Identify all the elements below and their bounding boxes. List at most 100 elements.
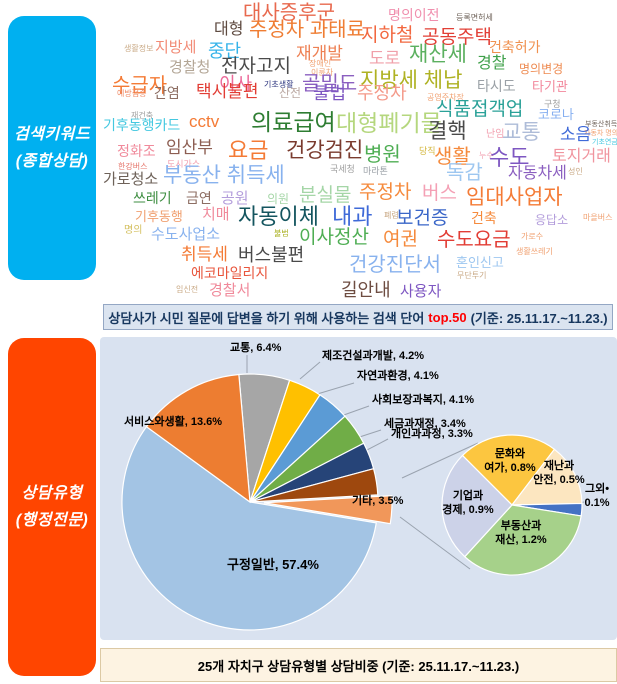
wordcloud-word: 교통 (502, 121, 541, 144)
pie-connector-line (401, 442, 479, 479)
wordcloud-word: 응답소 (535, 213, 569, 227)
wordcloud-caption-period: (기준: 25.11.17.~11.23.) (470, 310, 608, 326)
pie-leader-line (313, 382, 355, 396)
wordcloud-word: 이사정산 (299, 227, 369, 248)
wordcloud-word: 지방세 체납 (360, 69, 463, 92)
wordcloud-word: 건강진단서 (349, 254, 441, 276)
wordcloud-word: 이륜차 (311, 68, 334, 77)
wordcloud-word: 기초연금 (592, 139, 617, 146)
wordcloud-word: 불법 (274, 229, 289, 238)
wordcloud-word: 임산부 (166, 138, 213, 157)
wordcloud-word: 임신전 (176, 285, 199, 294)
pie-data-label: 서비스와생활, 13.6% (124, 414, 222, 428)
wordcloud-word: 의원 (267, 192, 290, 206)
wordcloud-word: 명의이전 (388, 7, 440, 23)
wordcloud-word: 주정차 과태료 (249, 19, 365, 41)
wordcloud-word: 생활정보 (124, 44, 154, 53)
pie-slice-개인과과정 (249, 467, 379, 503)
wordcloud-word: 취득세 (181, 245, 228, 264)
wordcloud-word: 경찰서 (209, 282, 251, 299)
pie-data-label: 안전, 0.5% (533, 472, 585, 486)
pie-data-label: 경제, 0.9% (442, 502, 494, 516)
wordcloud-word: 독감 (446, 162, 483, 184)
wordcloud-word: 간염 (154, 85, 180, 101)
wordcloud-word: 수도사업소 (151, 226, 221, 243)
pie-data-label: 기타, 3.5% (352, 493, 404, 507)
wordcloud-word: 무단투기 (457, 271, 487, 280)
wordcloud-word: 마라톤 (363, 166, 388, 176)
pie-data-label: 사회보장과복지, 4.1% (372, 392, 474, 406)
pie-slice-기타 (263, 494, 393, 525)
wordcloud-word: 쓰레기 (133, 190, 172, 206)
wordcloud-word: 내과 (332, 204, 373, 229)
wordcloud-word: 기후동행카드 (103, 117, 181, 133)
pie-slice-문화와 여가 (461, 434, 556, 506)
wordcloud-word: 불법 (313, 83, 347, 103)
pie-caption: 25개 자치구 상담유형별 상담비중 (기준: 25.11.17.~11.23.… (100, 648, 617, 682)
wordcloud-word: 생활쓰레기 (516, 247, 553, 256)
wordcloud-word: 자동차 명의이전 (584, 130, 617, 137)
pie-data-label: 세금과재정, 3.4% (384, 416, 466, 430)
wordcloud-word: 정화조 (117, 143, 156, 159)
pie-slice-구정일반 (121, 425, 377, 631)
wordcloud-word: 기후동행 (135, 209, 183, 224)
wordcloud-word: 명의변경 (519, 62, 564, 76)
wordcloud-word: 보건증 (396, 208, 449, 229)
pie-data-label: 기업과 (453, 488, 483, 502)
wordcloud-word: 골밀도 (302, 73, 358, 95)
wordcloud-word: 결핵 (428, 120, 467, 143)
wordcloud-word: 당직 (419, 146, 436, 156)
wordcloud-word: 재건축 (131, 111, 154, 120)
pie-data-label: 재난과 (544, 458, 574, 472)
keyword-section-label: 검색키워드 (종합상담) (8, 16, 96, 280)
wordcloud-word: 택시불편 (196, 82, 259, 101)
wordcloud-word: 요금 (228, 138, 269, 163)
wordcloud-word: 지방세 (155, 39, 197, 56)
wordcloud-word: 폐렴 (384, 211, 399, 220)
wordcloud-word: 경찰 (477, 55, 507, 72)
wordcloud-word: 지하철 (361, 25, 414, 46)
pie-data-label: 재산, 1.2% (495, 532, 547, 546)
wordcloud-word: 누수 (479, 151, 494, 160)
pie-data-label: 구정일반, 57.4% (227, 557, 319, 572)
wordcloud-word: 자동차세 (508, 165, 567, 182)
wordcloud-word: 공동주택 (422, 27, 492, 48)
pie-data-label: 여가, 0.8% (484, 460, 536, 474)
wordcloud-word: 마을버스 (583, 213, 613, 222)
wordcloud-word: 건축 (471, 210, 497, 226)
wordcloud-word: 소음 (560, 125, 592, 144)
wordcloud-word: 사용자 (400, 283, 442, 300)
consultation-pie-chart: 교통, 6.4% 제조건설과개발, 4.2% 자연과환경, 4.1% 사회보장과복지,… (121, 341, 610, 631)
wordcloud-word: 전자고지 (221, 56, 291, 77)
wordcloud-word: 수급자 (112, 75, 168, 97)
wordcloud-word: 치매 (202, 206, 230, 223)
wordcloud-word: 식품접객업 (436, 99, 524, 120)
wordcloud-word: 예방접종 (117, 89, 147, 98)
pie-slice-부동산과 재산 (463, 504, 582, 576)
wordcloud-word: 에코마일리지 (191, 265, 269, 281)
wordcloud-word: 의료급여 (251, 109, 336, 135)
wordcloud-word: 재산세 (409, 43, 467, 66)
pie-data-label: 0.1% (584, 497, 609, 509)
wordcloud-word: 공원 (221, 190, 249, 207)
wordcloud-word: 난임 (486, 129, 505, 140)
wordcloud-word: 장애인 (309, 59, 332, 68)
pie-caption-text: 25개 자치구 상담유형별 상담비중 (기준: 25.11.17.~11.23.… (197, 658, 520, 674)
pie-chart-panel: 교통, 6.4% 제조건설과개발, 4.2% 자연과환경, 4.1% 사회보장과복지,… (100, 337, 617, 640)
wordcloud-word: 건축허가 (489, 39, 541, 55)
wordcloud-word: cctv (189, 112, 220, 131)
wordcloud-word: 금연 (186, 190, 212, 206)
pie-connector-line (399, 516, 471, 570)
wordcloud-word: 대형폐기물 (336, 110, 442, 136)
wordcloud-word: 수도 (489, 145, 530, 170)
wordcloud-word: 분실물 (299, 185, 352, 206)
wordcloud-word: 기초생활 (264, 80, 294, 89)
keyword-label-line1: 검색키워드 (13, 125, 91, 143)
wordcloud-word: 대형 (214, 21, 244, 38)
pie-slice-서비스와생활 (145, 373, 251, 504)
wordcloud-word: 수도요금 (437, 229, 511, 251)
wordcloud-word: 재개발 (296, 44, 343, 63)
pie-data-label: 그외• (585, 481, 609, 495)
wordcloud-word: 주정차 (357, 83, 407, 103)
